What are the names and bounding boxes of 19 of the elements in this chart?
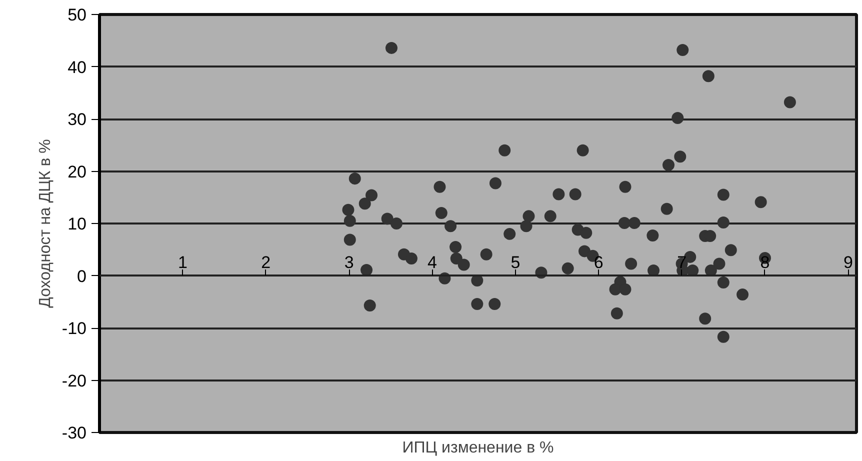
y-axis-title: Доходност на ДЦК в % [36,139,54,308]
x-tick-label: 1 [178,252,188,272]
x-tick-label: 4 [428,252,437,272]
x-tick-label: 5 [510,252,520,272]
x-tick-label: 9 [843,252,853,272]
x-tick-label: 7 [677,252,687,272]
x-tick-label: 2 [261,252,271,272]
y-tick-label: -20 [62,371,87,390]
x-tick-label: 6 [594,252,604,272]
y-tick-label: -10 [62,319,87,338]
y-tick-label: 20 [68,162,87,182]
y-tick-label: 0 [77,266,87,286]
y-tick-label: 50 [68,6,87,24]
y-tick-label: -30 [62,424,87,442]
x-axis-title: ИПЦ изменение в % [402,440,554,456]
x-tick-label: 3 [344,252,354,272]
y-tick-label: 40 [68,58,87,77]
y-tick-label: 30 [68,110,87,129]
y-tick-label: 10 [68,214,87,234]
